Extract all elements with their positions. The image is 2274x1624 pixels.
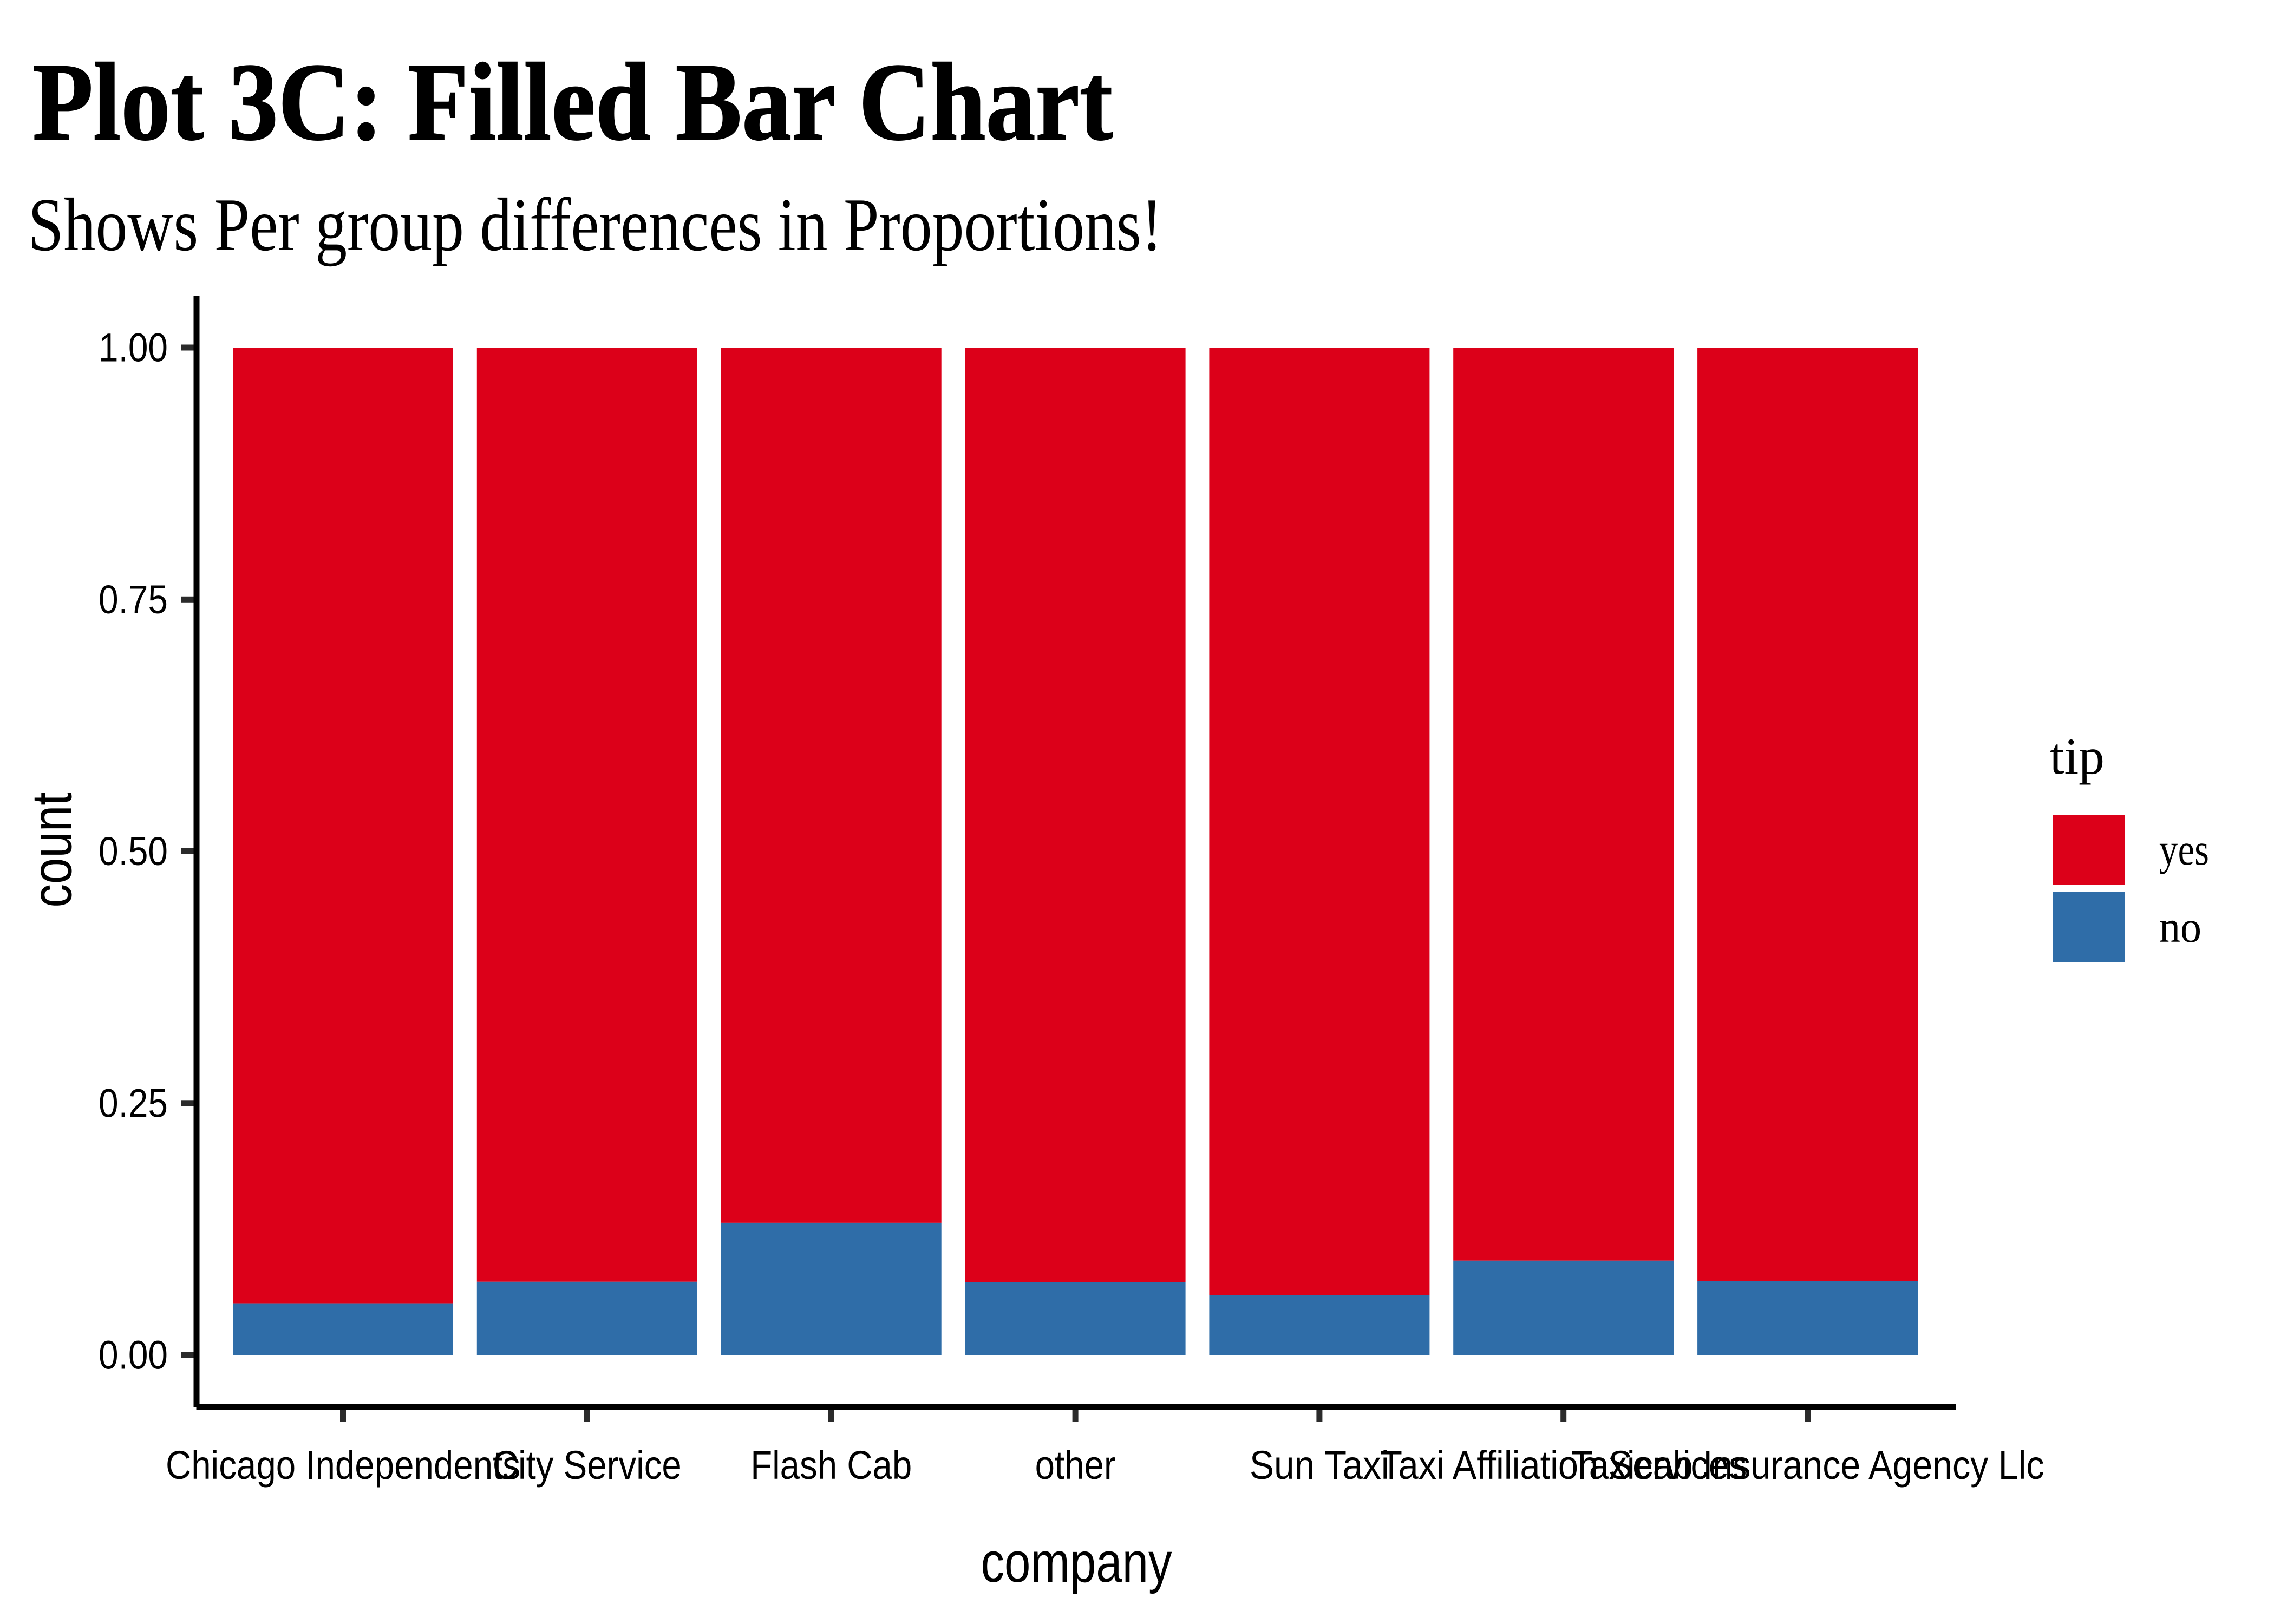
svg-text:yes: yes: [2159, 824, 2209, 874]
svg-text:Flash Cab: Flash Cab: [750, 1443, 912, 1488]
svg-text:Taxicab Insurance Agency Llc: Taxicab Insurance Agency Llc: [1571, 1443, 2044, 1488]
svg-text:count: count: [21, 793, 84, 908]
svg-text:Taxi Affiliation Services: Taxi Affiliation Services: [1380, 1443, 1747, 1488]
svg-text:tip: tip: [2050, 728, 2105, 785]
svg-text:no: no: [2159, 902, 2201, 952]
svg-text:0.00: 0.00: [99, 1333, 168, 1378]
svg-text:Shows Per group differences in: Shows Per group differences in Proportio…: [28, 183, 1162, 267]
svg-text:0.50: 0.50: [99, 829, 168, 874]
svg-text:0.25: 0.25: [99, 1081, 168, 1125]
svg-text:company: company: [981, 1531, 1172, 1594]
svg-text:other: other: [1035, 1443, 1116, 1488]
svg-text:Chicago Independents: Chicago Independents: [166, 1443, 520, 1488]
svg-text:City Service: City Service: [493, 1443, 682, 1488]
svg-text:Sun Taxi: Sun Taxi: [1250, 1443, 1389, 1488]
svg-text:0.75: 0.75: [99, 577, 168, 622]
svg-text:1.00: 1.00: [99, 325, 168, 370]
svg-text:Plot 3C: Filled Bar Chart: Plot 3C: Filled Bar Chart: [32, 41, 1113, 163]
